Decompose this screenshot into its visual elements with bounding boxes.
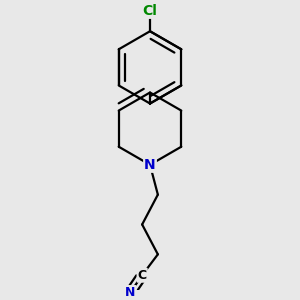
Text: C: C <box>138 269 147 282</box>
Text: Cl: Cl <box>142 4 158 18</box>
Text: N: N <box>125 286 136 299</box>
Text: N: N <box>144 158 156 172</box>
